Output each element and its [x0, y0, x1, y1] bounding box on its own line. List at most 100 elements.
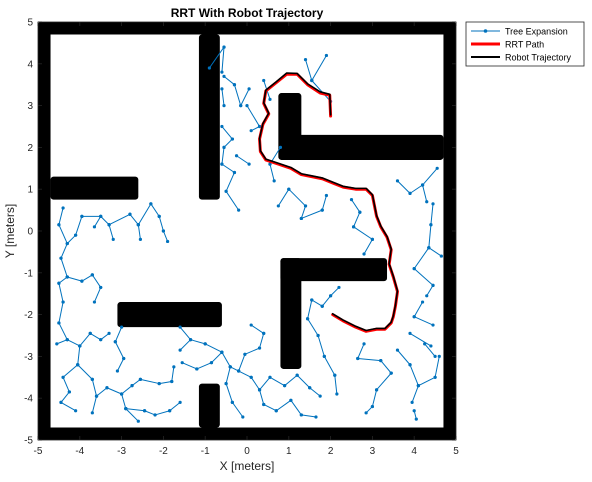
tree-branch: [60, 258, 68, 278]
tree-branch: [108, 224, 114, 240]
tree-branch: [284, 374, 298, 387]
tree-node: [232, 83, 237, 87]
x-tick-label: -5: [34, 446, 43, 457]
x-tick-label: 0: [244, 446, 250, 457]
tree-node: [234, 154, 239, 158]
tree-branch: [154, 410, 170, 416]
tree-node: [224, 189, 228, 193]
tree-node: [257, 346, 262, 350]
tree-branch: [67, 276, 83, 282]
tree-node: [249, 375, 253, 379]
tree-branch: [305, 59, 313, 81]
tree-node: [228, 365, 232, 369]
tree-node: [94, 394, 99, 398]
tree-node: [306, 317, 310, 321]
tree-node: [130, 384, 134, 388]
tree-branch: [58, 301, 64, 324]
tree-node: [220, 70, 224, 74]
tree-branch: [357, 343, 365, 359]
tree-node: [237, 369, 241, 373]
tree-node: [429, 344, 433, 348]
tree-branch: [426, 285, 434, 297]
tree-node: [59, 400, 63, 404]
tree-branch: [269, 163, 275, 181]
tree-branch: [301, 414, 317, 418]
tree-node: [314, 415, 318, 419]
obstacle-center-bottom-pillar: [198, 383, 220, 428]
tree-node: [370, 237, 374, 241]
tree-branch: [125, 408, 139, 422]
tree-node: [99, 285, 103, 290]
tree-branch: [323, 356, 336, 376]
tree-branch: [296, 374, 311, 389]
tree-branch: [221, 147, 225, 165]
tree-node: [170, 379, 174, 384]
tree-branch: [131, 378, 141, 387]
y-tick-label: 4: [27, 59, 33, 70]
tree-node: [80, 214, 84, 218]
tree-branch: [77, 364, 93, 380]
tree-branch: [397, 349, 411, 366]
tree-branch: [351, 199, 361, 213]
tree-branch: [422, 184, 428, 202]
tree-branch: [250, 377, 260, 391]
tree-node: [136, 419, 140, 423]
tree-node: [333, 373, 337, 377]
legend-label: RRT Path: [505, 40, 544, 50]
tree-branch: [62, 364, 79, 378]
tree-branch: [58, 322, 68, 340]
tree-branch: [290, 399, 302, 416]
x-axis-label: X [meters]: [220, 459, 275, 473]
tree-branch: [91, 379, 98, 397]
tree-branch: [413, 247, 430, 269]
tree-node: [379, 358, 383, 363]
tree-branch: [311, 299, 323, 307]
tree-node: [431, 202, 435, 206]
tree-node: [420, 300, 425, 304]
tree-node: [122, 356, 126, 361]
tree-branch: [353, 211, 361, 228]
tree-node: [105, 386, 109, 390]
tree-branch: [100, 216, 110, 226]
x-tick-label: 5: [453, 446, 459, 457]
x-tick-label: 2: [328, 446, 334, 457]
tree-branch: [357, 357, 381, 362]
tree-node: [433, 375, 437, 379]
tree-node: [370, 404, 374, 409]
tree-node: [262, 78, 266, 83]
tree-node: [243, 352, 247, 356]
tree-node: [90, 377, 94, 381]
tree-node: [268, 97, 272, 101]
tree-branch: [223, 138, 233, 148]
tree-node: [289, 398, 293, 402]
tree-node: [358, 210, 362, 214]
tree-node: [408, 331, 412, 336]
tree-node: [59, 256, 63, 260]
tree-branch: [196, 362, 212, 370]
tree-branch: [301, 209, 323, 219]
tree-node: [425, 200, 429, 204]
tree-branch: [106, 387, 122, 395]
tree-branch: [60, 401, 76, 412]
tree-node: [318, 394, 322, 398]
tree-branch: [182, 362, 198, 370]
tree-branch: [60, 243, 68, 259]
obstacle-left-shelf: [50, 176, 139, 200]
tree-branch: [231, 402, 244, 418]
obstacle-left-lower-shelf: [117, 302, 222, 328]
tree-branch: [58, 276, 68, 284]
tree-branch: [108, 213, 131, 226]
tree-node: [76, 363, 80, 367]
tree-branch: [225, 383, 233, 403]
obstacle-right-upper-post: [278, 93, 302, 160]
tree-branch: [125, 408, 145, 412]
tree-branch: [413, 301, 423, 317]
tree-node: [178, 325, 182, 329]
tree-node: [299, 216, 303, 221]
tree-node: [316, 333, 320, 338]
y-tick-label: 1: [27, 185, 33, 196]
tree-node: [168, 409, 172, 413]
tree-node: [324, 53, 329, 58]
tree-node: [220, 350, 224, 354]
tree-branch: [311, 55, 327, 81]
